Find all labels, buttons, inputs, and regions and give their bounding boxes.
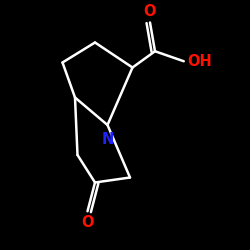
Text: O: O <box>144 4 156 19</box>
Text: O: O <box>81 215 94 230</box>
Text: OH: OH <box>187 54 212 69</box>
Text: N: N <box>101 132 114 147</box>
